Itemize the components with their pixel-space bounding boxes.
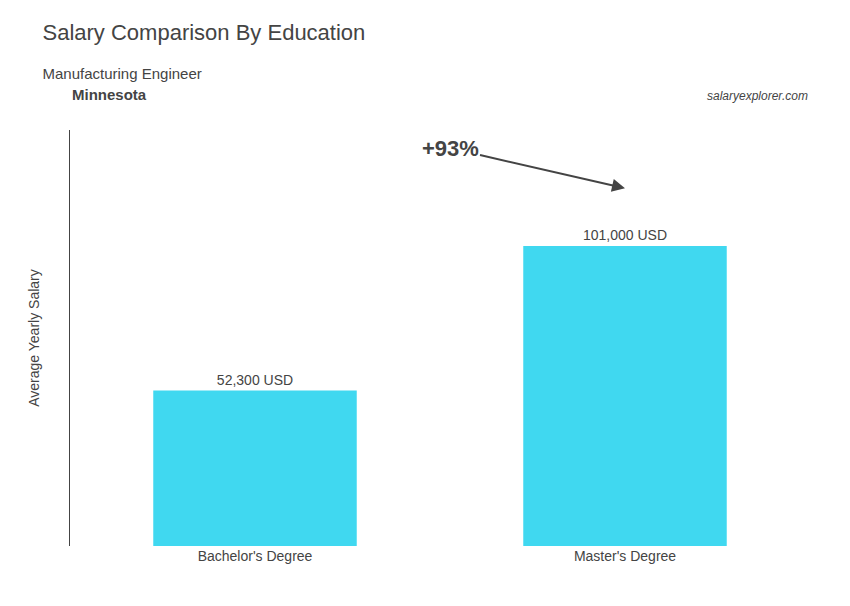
svg-text:52,300 USD: 52,300 USD [217,372,293,388]
svg-text:Minnesota: Minnesota [72,86,147,103]
svg-text:Bachelor's Degree: Bachelor's Degree [198,548,313,564]
svg-text:Salary Comparison By Education: Salary Comparison By Education [43,20,366,45]
svg-text:101,000 USD: 101,000 USD [583,227,667,243]
svg-text:Master's Degree: Master's Degree [574,548,676,564]
svg-text:Average Yearly Salary: Average Yearly Salary [26,269,42,407]
svg-text:Manufacturing Engineer: Manufacturing Engineer [43,65,202,82]
svg-text:+93%: +93% [422,136,479,161]
svg-text:salaryexplorer.com: salaryexplorer.com [707,89,808,103]
